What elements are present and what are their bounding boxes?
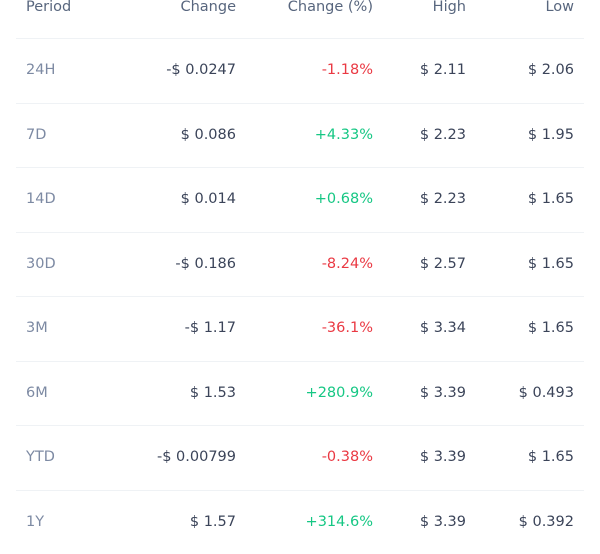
change-pct-cell: +280.9% — [306, 383, 373, 403]
period-cell: 3M — [26, 318, 48, 338]
table-row: 24H -$ 0.0247 -1.18% $ 2.11 $ 2.06 — [16, 39, 584, 104]
header-high: High — [433, 0, 466, 17]
table-row: 3M -$ 1.17 -36.1% $ 3.34 $ 1.65 — [16, 297, 584, 362]
low-cell: $ 1.65 — [528, 447, 574, 467]
header-change-pct: Change (%) — [288, 0, 373, 17]
period-cell: 7D — [26, 125, 46, 145]
high-cell: $ 2.23 — [420, 189, 466, 209]
change-pct-cell: -36.1% — [322, 318, 373, 338]
period-cell: 1Y — [26, 512, 44, 532]
period-cell: 30D — [26, 254, 56, 274]
change-cell: -$ 0.00799 — [157, 447, 236, 467]
low-cell: $ 1.65 — [528, 254, 574, 274]
high-cell: $ 3.39 — [420, 512, 466, 532]
change-pct-cell: -0.38% — [322, 447, 373, 467]
change-cell: $ 1.53 — [190, 383, 236, 403]
low-cell: $ 1.65 — [528, 189, 574, 209]
high-cell: $ 2.23 — [420, 125, 466, 145]
change-cell: $ 1.57 — [190, 512, 236, 532]
change-cell: $ 0.014 — [181, 189, 236, 209]
low-cell: $ 1.95 — [528, 125, 574, 145]
header-period: Period — [26, 0, 71, 17]
high-cell: $ 2.57 — [420, 254, 466, 274]
low-cell: $ 2.06 — [528, 60, 574, 80]
period-cell: YTD — [26, 447, 55, 467]
change-pct-cell: +314.6% — [306, 512, 373, 532]
low-cell: $ 1.65 — [528, 318, 574, 338]
header-low: Low — [545, 0, 574, 17]
change-pct-cell: -8.24% — [322, 254, 373, 274]
low-cell: $ 0.392 — [519, 512, 574, 532]
table-row: YTD -$ 0.00799 -0.38% $ 3.39 $ 1.65 — [16, 426, 584, 491]
high-cell: $ 3.34 — [420, 318, 466, 338]
high-cell: $ 3.39 — [420, 383, 466, 403]
change-cell: -$ 0.0247 — [166, 60, 236, 80]
period-cell: 14D — [26, 189, 56, 209]
low-cell: $ 0.493 — [519, 383, 574, 403]
change-cell: $ 0.086 — [181, 125, 236, 145]
change-cell: -$ 0.186 — [175, 254, 236, 274]
change-pct-cell: +0.68% — [315, 189, 373, 209]
table-header: Period Change Change (%) High Low — [16, 0, 584, 39]
change-cell: -$ 1.17 — [185, 318, 236, 338]
table-row: 7D $ 0.086 +4.33% $ 2.23 $ 1.95 — [16, 104, 584, 169]
change-pct-cell: -1.18% — [322, 60, 373, 80]
table-row: 6M $ 1.53 +280.9% $ 3.39 $ 0.493 — [16, 362, 584, 427]
table-row: 14D $ 0.014 +0.68% $ 2.23 $ 1.65 — [16, 168, 584, 233]
table-row: 1Y $ 1.57 +314.6% $ 3.39 $ 0.392 — [16, 491, 584, 554]
period-cell: 24H — [26, 60, 55, 80]
high-cell: $ 3.39 — [420, 447, 466, 467]
price-change-table: Period Change Change (%) High Low 24H -$… — [16, 0, 584, 554]
table-row: 30D -$ 0.186 -8.24% $ 2.57 $ 1.65 — [16, 233, 584, 298]
high-cell: $ 2.11 — [420, 60, 466, 80]
change-pct-cell: +4.33% — [315, 125, 373, 145]
period-cell: 6M — [26, 383, 48, 403]
header-change: Change — [180, 0, 236, 17]
